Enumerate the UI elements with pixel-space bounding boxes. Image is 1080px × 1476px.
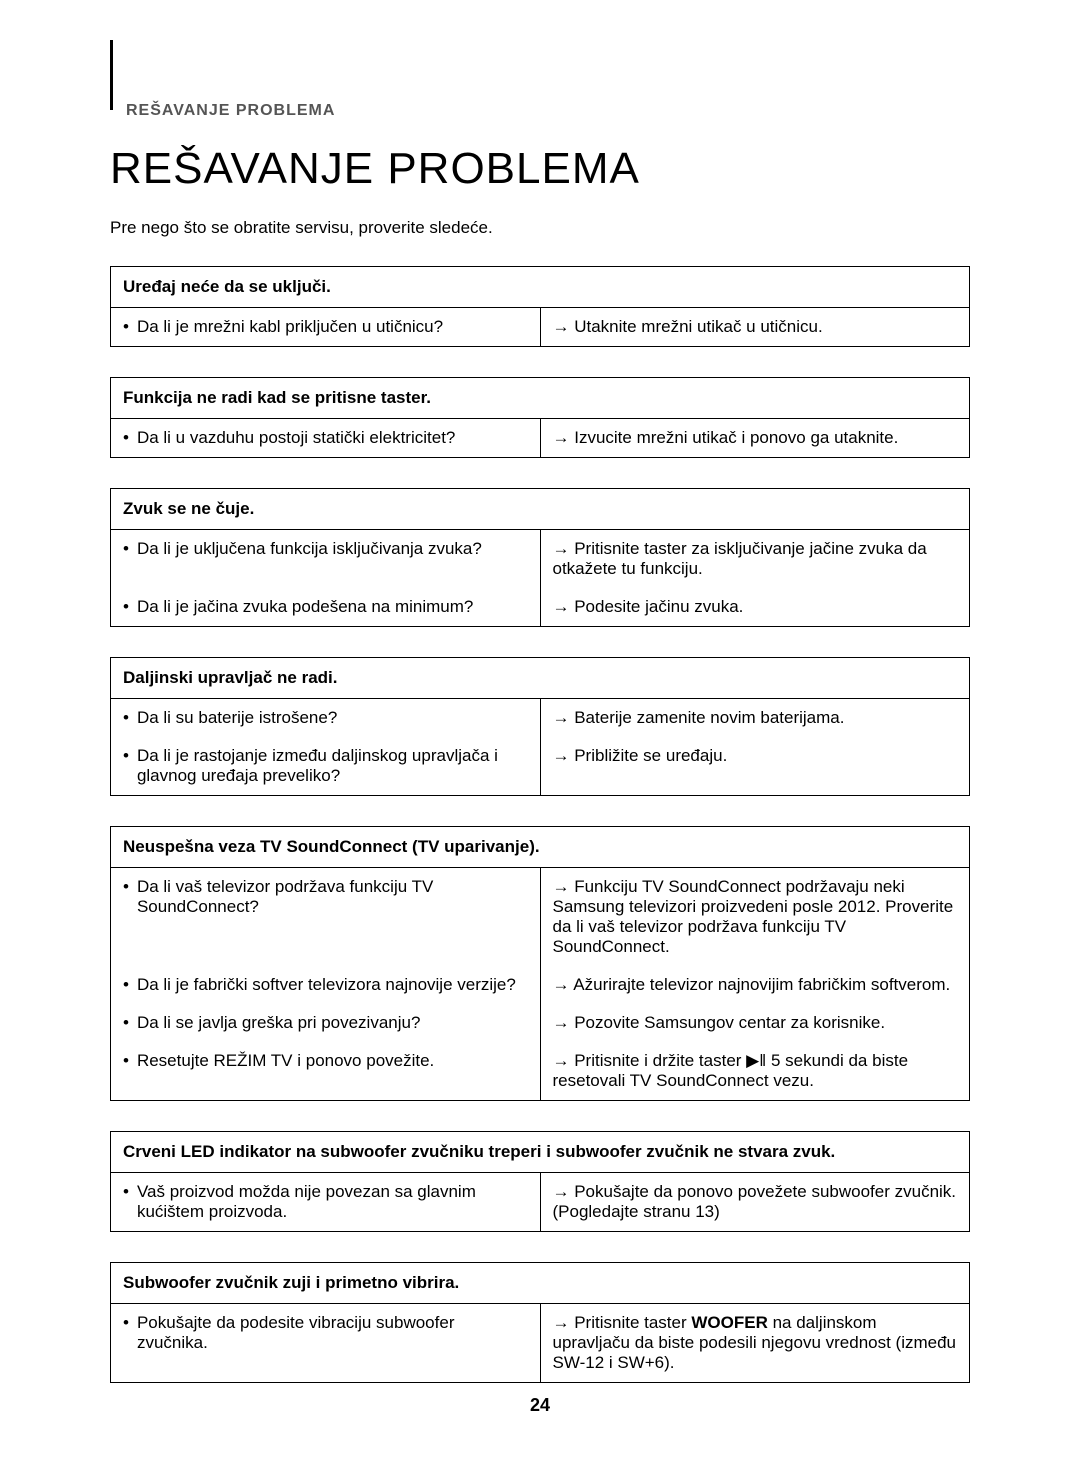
answer-text: → Pritisnite taster WOOFER na daljinskom…	[553, 1313, 957, 1372]
answer-text: → Pritisnite taster za isključivanje jač…	[553, 539, 927, 578]
problem-question: • Da li je mrežni kabl priključen u utičn…	[111, 308, 541, 347]
bullet-icon: •	[123, 1013, 129, 1033]
problem-table: Funkcija ne radi kad se pritisne taster.…	[110, 377, 970, 458]
header-rule	[110, 40, 113, 110]
answer-text: → Utaknite mrežni utikač u utičnicu.	[553, 317, 823, 336]
question-text: Da li u vazduhu postoji statički elektri…	[137, 428, 455, 448]
problem-question: • Da li je jačina zvuka podešena na minim…	[111, 588, 541, 627]
bullet-icon: •	[123, 708, 129, 728]
problem-question: •Vaš proizvod možda nije povezan sa glav…	[111, 1173, 541, 1232]
problem-table: Crveni LED indikator na subwoofer zvučni…	[110, 1131, 970, 1232]
problem-heading: Uređaj neće da se uključi.	[111, 267, 970, 308]
problem-question: • Resetujte REŽIM TV i ponovo povežite.	[111, 1042, 541, 1101]
answer-text: → Izvucite mrežni utikač i ponovo ga uta…	[553, 428, 899, 447]
bullet-icon: •	[123, 1051, 129, 1071]
problem-question: •Da li vaš televizor podržava funkciju T…	[111, 868, 541, 967]
question-text: Resetujte REŽIM TV i ponovo povežite.	[137, 1051, 434, 1071]
question-text: Vaš proizvod možda nije povezan sa glavn…	[137, 1182, 528, 1222]
bullet-icon: •	[123, 317, 129, 337]
answer-text: → Pritisnite i držite taster ▶ǁ 5 sekund…	[553, 1051, 909, 1090]
answer-text: → Pokušajte da ponovo povežete subwoofer…	[553, 1182, 957, 1221]
problem-answer: → Pritisnite taster za isključivanje jač…	[540, 530, 970, 589]
problem-heading: Funkcija ne radi kad se pritisne taster.	[111, 378, 970, 419]
bullet-icon: •	[123, 877, 129, 917]
problem-answer: → Pozovite Samsungov centar za korisnike…	[540, 1004, 970, 1042]
problem-heading: Crveni LED indikator na subwoofer zvučni…	[111, 1132, 970, 1173]
problem-heading: Neuspešna veza TV SoundConnect (TV upari…	[111, 827, 970, 868]
problem-answer: → Podesite jačinu zvuka.	[540, 588, 970, 627]
problem-answer: → Pritisnite taster WOOFER na daljinskom…	[540, 1304, 970, 1383]
problem-heading: Zvuk se ne čuje.	[111, 489, 970, 530]
problem-question: •Da li je rastojanje između daljinskog u…	[111, 737, 541, 796]
problem-question: •Pokušajte da podesite vibraciju subwoof…	[111, 1304, 541, 1383]
question-text: Pokušajte da podesite vibraciju subwoofe…	[137, 1313, 528, 1353]
bullet-icon: •	[123, 1182, 129, 1222]
question-text: Da li je rastojanje između daljinskog up…	[137, 746, 528, 786]
problem-heading: Subwoofer zvučnik zuji i primetno vibrir…	[111, 1263, 970, 1304]
problem-question: • Da li je fabrički softver televizora na…	[111, 966, 541, 1004]
answer-text: → Funkciju TV SoundConnect podržavaju ne…	[553, 877, 954, 956]
problem-question: • Da li u vazduhu postoji statički elektr…	[111, 419, 541, 458]
problem-table: Daljinski upravljač ne radi. • Da li su ba…	[110, 657, 970, 796]
question-text: Da li je mrežni kabl priključen u utični…	[137, 317, 443, 337]
problem-question: • Da li se javlja greška pri povezivanju?	[111, 1004, 541, 1042]
problem-table: Neuspešna veza TV SoundConnect (TV upari…	[110, 826, 970, 1101]
troubleshooting-tables: Uređaj neće da se uključi. • Da li je mrež…	[110, 266, 970, 1383]
problem-answer: → Funkciju TV SoundConnect podržavaju ne…	[540, 868, 970, 967]
question-text: Da li se javlja greška pri povezivanju?	[137, 1013, 420, 1033]
answer-text: → Približite se uređaju.	[553, 746, 728, 765]
page-number: 24	[0, 1395, 1080, 1416]
problem-table: Zvuk se ne čuje. • Da li je uključena funk…	[110, 488, 970, 627]
problem-table: Subwoofer zvučnik zuji i primetno vibrir…	[110, 1262, 970, 1383]
bullet-icon: •	[123, 597, 129, 617]
bullet-icon: •	[123, 539, 129, 559]
bullet-icon: •	[123, 428, 129, 448]
page-title: REŠAVANJE PROBLEMA	[110, 144, 970, 194]
answer-text: → Ažurirajte televizor najnovijim fabrič…	[553, 975, 951, 994]
bullet-icon: •	[123, 975, 129, 995]
answer-text: → Podesite jačinu zvuka.	[553, 597, 744, 616]
bullet-icon: •	[123, 746, 129, 786]
question-text: Da li je uključena funkcija isključivanj…	[137, 539, 482, 559]
problem-answer: → Ažurirajte televizor najnovijim fabrič…	[540, 966, 970, 1004]
problem-answer: → Utaknite mrežni utikač u utičnicu.	[540, 308, 970, 347]
intro-text: Pre nego što se obratite servisu, prover…	[110, 218, 970, 238]
problem-answer: → Izvucite mrežni utikač i ponovo ga uta…	[540, 419, 970, 458]
problem-question: • Da li su baterije istrošene?	[111, 699, 541, 738]
problem-answer: → Pritisnite i držite taster ▶ǁ 5 sekund…	[540, 1042, 970, 1101]
answer-text: → Pozovite Samsungov centar za korisnike…	[553, 1013, 886, 1032]
question-text: Da li su baterije istrošene?	[137, 708, 337, 728]
section-label: REŠAVANJE PROBLEMA	[126, 102, 970, 120]
answer-text: → Baterije zamenite novim baterijama.	[553, 708, 845, 727]
problem-question: • Da li je uključena funkcija isključivan…	[111, 530, 541, 589]
problem-answer: → Pokušajte da ponovo povežete subwoofer…	[540, 1173, 970, 1232]
problem-answer: → Približite se uređaju.	[540, 737, 970, 796]
question-text: Da li je jačina zvuka podešena na minimu…	[137, 597, 473, 617]
problem-table: Uređaj neće da se uključi. • Da li je mrež…	[110, 266, 970, 347]
question-text: Da li je fabrički softver televizora naj…	[137, 975, 516, 995]
problem-answer: → Baterije zamenite novim baterijama.	[540, 699, 970, 738]
problem-heading: Daljinski upravljač ne radi.	[111, 658, 970, 699]
bullet-icon: •	[123, 1313, 129, 1353]
question-text: Da li vaš televizor podržava funkciju TV…	[137, 877, 528, 917]
